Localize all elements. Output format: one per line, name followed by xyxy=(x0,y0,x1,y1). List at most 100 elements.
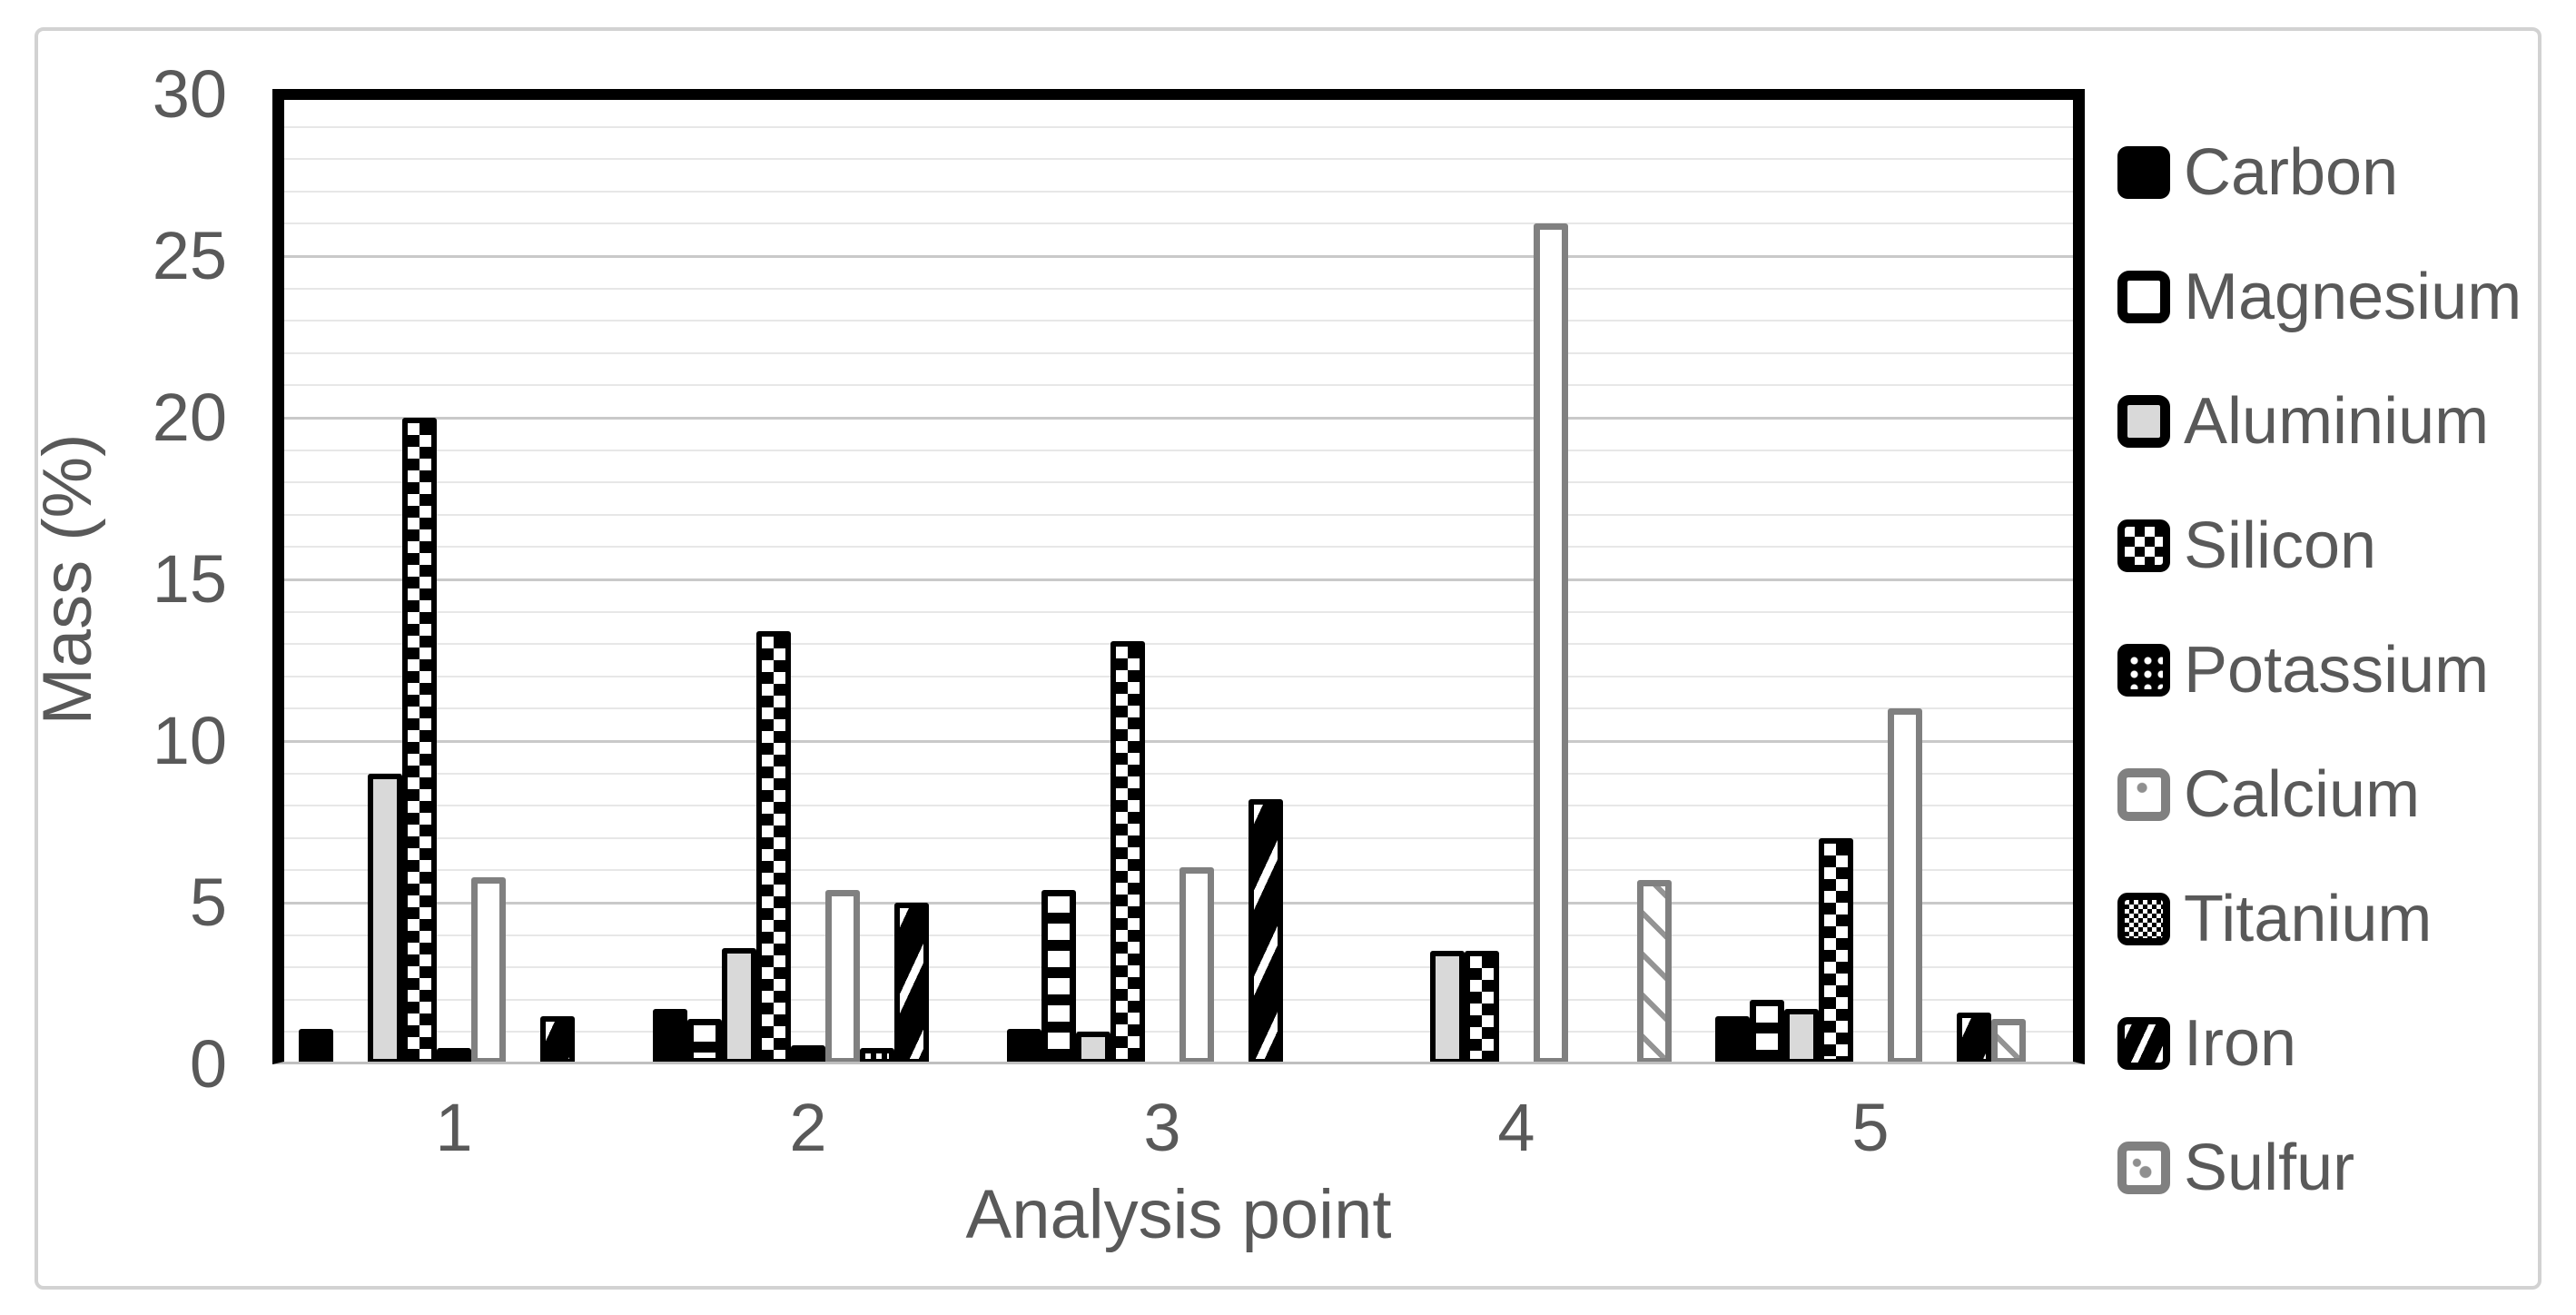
minor-gridline-28 xyxy=(284,158,2073,161)
legend-label-aluminium: Aluminium xyxy=(2184,385,2490,458)
minor-gridline-4 xyxy=(284,934,2073,936)
bar-carbon-point-5 xyxy=(1715,1016,1750,1064)
legend-label-titanium: Titanium xyxy=(2184,883,2433,955)
y-tick-label-30: 30 xyxy=(152,56,227,132)
x-axis-title: Analysis point xyxy=(965,1176,1392,1253)
bar-iron-point-5 xyxy=(1957,1013,1991,1064)
legend-label-iron: Iron xyxy=(2184,1007,2297,1080)
minor-gridline-2 xyxy=(284,998,2073,1001)
major-gridline-20 xyxy=(284,416,2073,420)
bar-aluminium-point-3 xyxy=(1076,1032,1110,1064)
major-gridline-15 xyxy=(284,578,2073,581)
y-tick-label-15: 15 xyxy=(152,541,227,617)
minor-gridline-27 xyxy=(284,190,2073,193)
bar-magnesium-point-5 xyxy=(1750,1000,1784,1064)
legend-item-silicon: Silicon xyxy=(2117,509,2522,582)
silicon-pattern-swatch-icon xyxy=(2117,519,2170,572)
minor-gridline-13 xyxy=(284,643,2073,646)
bar-carbon-point-3 xyxy=(1007,1029,1041,1064)
minor-gridline-26 xyxy=(284,222,2073,225)
x-tick-label-3: 3 xyxy=(1143,1090,1181,1165)
minor-gridline-11 xyxy=(284,707,2073,710)
legend-item-sulfur: Sulfur xyxy=(2117,1132,2522,1204)
bar-aluminium-point-4 xyxy=(1430,951,1465,1064)
x-tick-label-1: 1 xyxy=(435,1090,473,1165)
minor-gridline-7 xyxy=(284,836,2073,839)
minor-gridline-24 xyxy=(284,287,2073,290)
y-tick-label-25: 25 xyxy=(152,218,227,293)
bar-calcium-point-4 xyxy=(1534,223,1568,1064)
minor-gridline-12 xyxy=(284,675,2073,677)
minor-gridline-9 xyxy=(284,772,2073,775)
bar-carbon-point-2 xyxy=(653,1009,687,1064)
x-tick-label-4: 4 xyxy=(1497,1090,1535,1165)
minor-gridline-14 xyxy=(284,610,2073,613)
bar-magnesium-point-2 xyxy=(687,1019,722,1064)
bar-calcium-point-2 xyxy=(825,890,860,1064)
major-gridline-10 xyxy=(284,739,2073,743)
legend-item-magnesium: Magnesium xyxy=(2117,261,2522,333)
sulfur-pattern-swatch-icon xyxy=(2117,1142,2170,1194)
legend-label-calcium: Calcium xyxy=(2184,758,2421,831)
minor-gridline-8 xyxy=(284,805,2073,807)
bar-silicon-point-2 xyxy=(756,631,791,1064)
legend: Carbon Magnesium Aluminium Silicon Potassium… xyxy=(2117,136,2522,1266)
bar-iron-point-3 xyxy=(1249,799,1283,1064)
legend-label-silicon: Silicon xyxy=(2184,509,2377,582)
bar-carbon-point-1 xyxy=(299,1029,333,1064)
potassium-pattern-swatch-icon xyxy=(2117,644,2170,697)
minor-gridline-21 xyxy=(284,384,2073,387)
minor-gridline-6 xyxy=(284,869,2073,872)
legend-item-iron: Iron xyxy=(2117,1007,2522,1080)
bar-aluminium-point-5 xyxy=(1784,1009,1819,1064)
major-gridline-5 xyxy=(284,901,2073,905)
bar-aluminium-point-1 xyxy=(368,774,402,1064)
bar-titanium-point-2 xyxy=(860,1048,894,1064)
bar-calcium-point-5 xyxy=(1888,708,1922,1064)
bar-aluminium-point-2 xyxy=(722,948,756,1064)
bar-silicon-point-3 xyxy=(1110,641,1145,1064)
bar-calcium-point-1 xyxy=(471,877,506,1064)
minor-gridline-3 xyxy=(284,966,2073,969)
minor-gridline-17 xyxy=(284,513,2073,516)
legend-item-potassium: Potassium xyxy=(2117,634,2522,707)
bar-sulfur-point-5 xyxy=(1991,1019,2026,1064)
legend-label-carbon: Carbon xyxy=(2184,136,2399,209)
minor-gridline-18 xyxy=(284,481,2073,484)
bar-sulfur-point-4 xyxy=(1637,880,1672,1064)
magnesium-pattern-swatch-icon xyxy=(2117,271,2170,323)
legend-item-aluminium: Aluminium xyxy=(2117,385,2522,458)
bar-iron-point-1 xyxy=(540,1016,575,1064)
aluminium-pattern-swatch-icon xyxy=(2117,395,2170,448)
y-tick-label-5: 5 xyxy=(189,865,227,940)
y-tick-label-10: 10 xyxy=(152,703,227,778)
minor-gridline-1 xyxy=(284,1031,2073,1033)
bar-calcium-point-3 xyxy=(1179,867,1214,1064)
minor-gridline-29 xyxy=(284,125,2073,128)
legend-item-titanium: Titanium xyxy=(2117,883,2522,955)
bar-magnesium-point-3 xyxy=(1041,890,1076,1064)
legend-item-calcium: Calcium xyxy=(2117,758,2522,831)
bar-silicon-point-5 xyxy=(1819,838,1853,1064)
titanium-pattern-swatch-icon xyxy=(2117,893,2170,945)
x-tick-label-5: 5 xyxy=(1851,1090,1890,1165)
minor-gridline-23 xyxy=(284,320,2073,322)
y-tick-label-0: 0 xyxy=(189,1026,227,1102)
legend-label-sulfur: Sulfur xyxy=(2184,1132,2355,1204)
minor-gridline-22 xyxy=(284,351,2073,354)
major-gridline-25 xyxy=(284,254,2073,258)
iron-pattern-swatch-icon xyxy=(2117,1017,2170,1070)
y-tick-label-20: 20 xyxy=(152,380,227,455)
legend-item-carbon: Carbon xyxy=(2117,136,2522,209)
bar-silicon-point-4 xyxy=(1465,951,1499,1064)
calcium-pattern-swatch-icon xyxy=(2117,768,2170,821)
bar-iron-point-2 xyxy=(894,903,929,1064)
bar-potassium-point-1 xyxy=(437,1048,471,1064)
minor-gridline-16 xyxy=(284,546,2073,549)
bar-silicon-point-1 xyxy=(402,418,437,1064)
bar-potassium-point-2 xyxy=(791,1045,825,1064)
x-tick-label-2: 2 xyxy=(789,1090,827,1165)
legend-label-magnesium: Magnesium xyxy=(2184,261,2522,333)
minor-gridline-19 xyxy=(284,449,2073,451)
